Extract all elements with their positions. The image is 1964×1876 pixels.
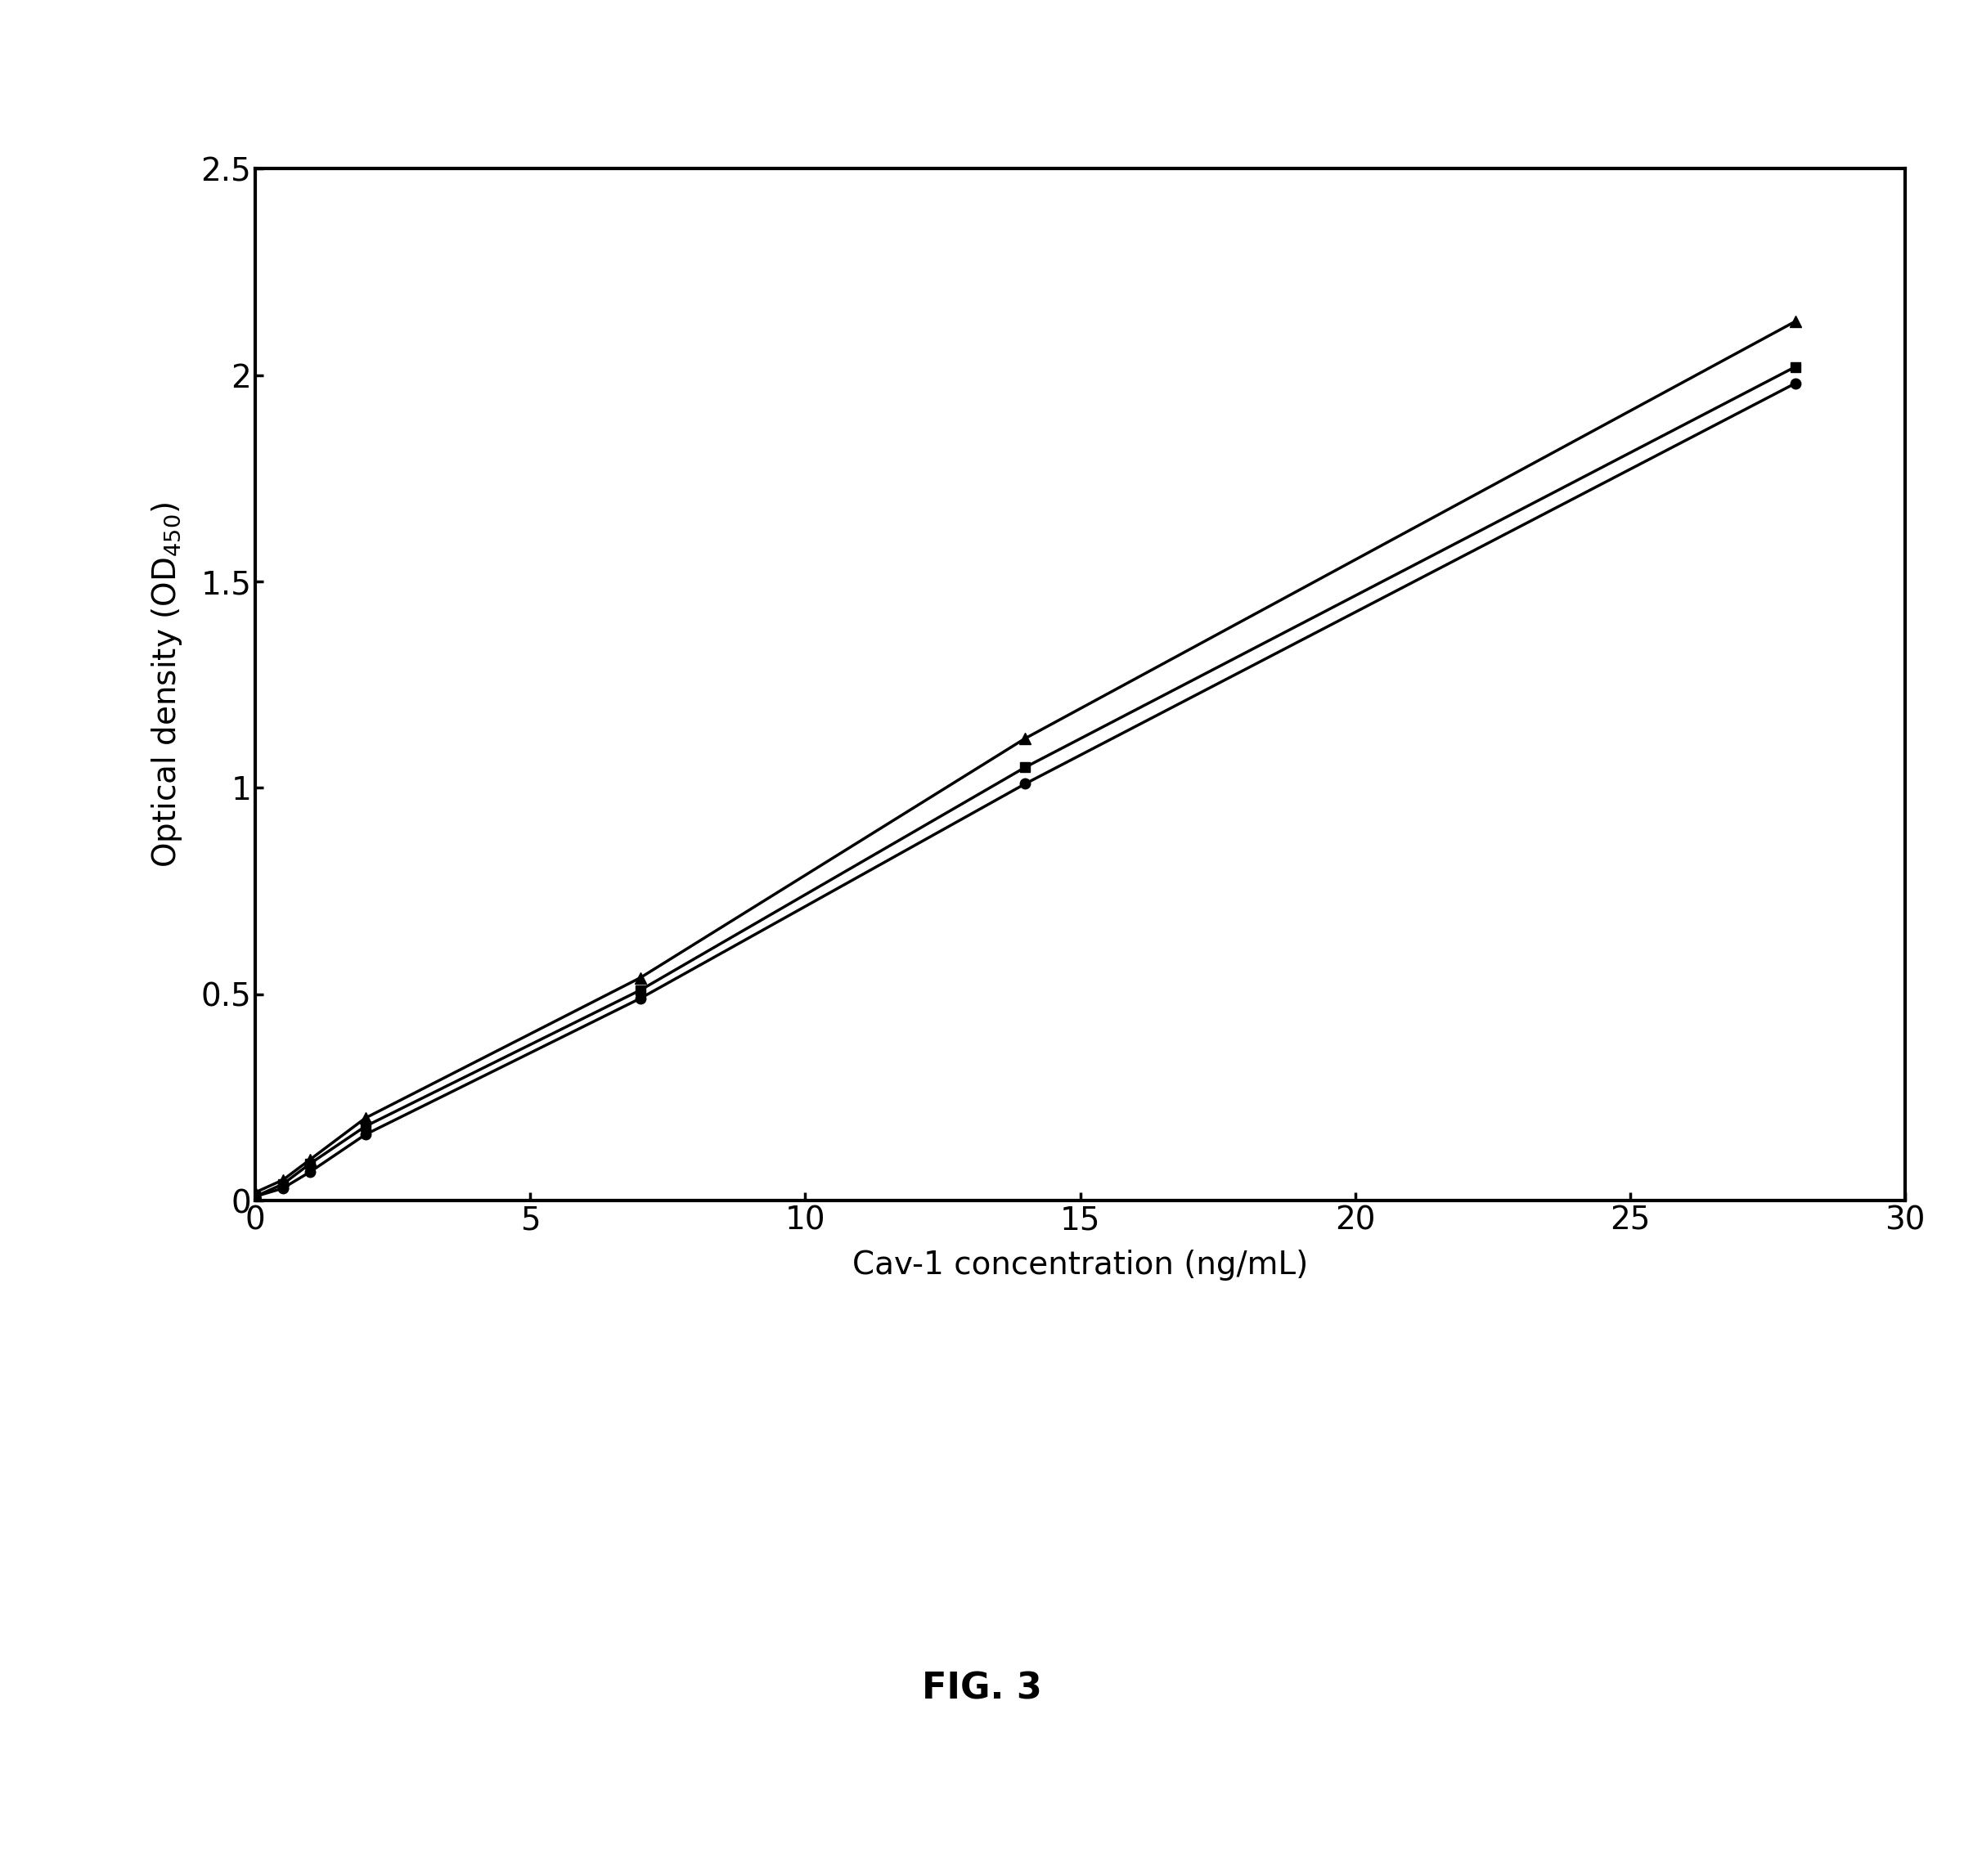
X-axis label: Cav-1 concentration (ng/mL): Cav-1 concentration (ng/mL)	[852, 1249, 1308, 1281]
Y-axis label: Optical density (OD$_{450}$): Optical density (OD$_{450}$)	[149, 501, 185, 869]
Text: FIG. 3: FIG. 3	[921, 1672, 1043, 1705]
